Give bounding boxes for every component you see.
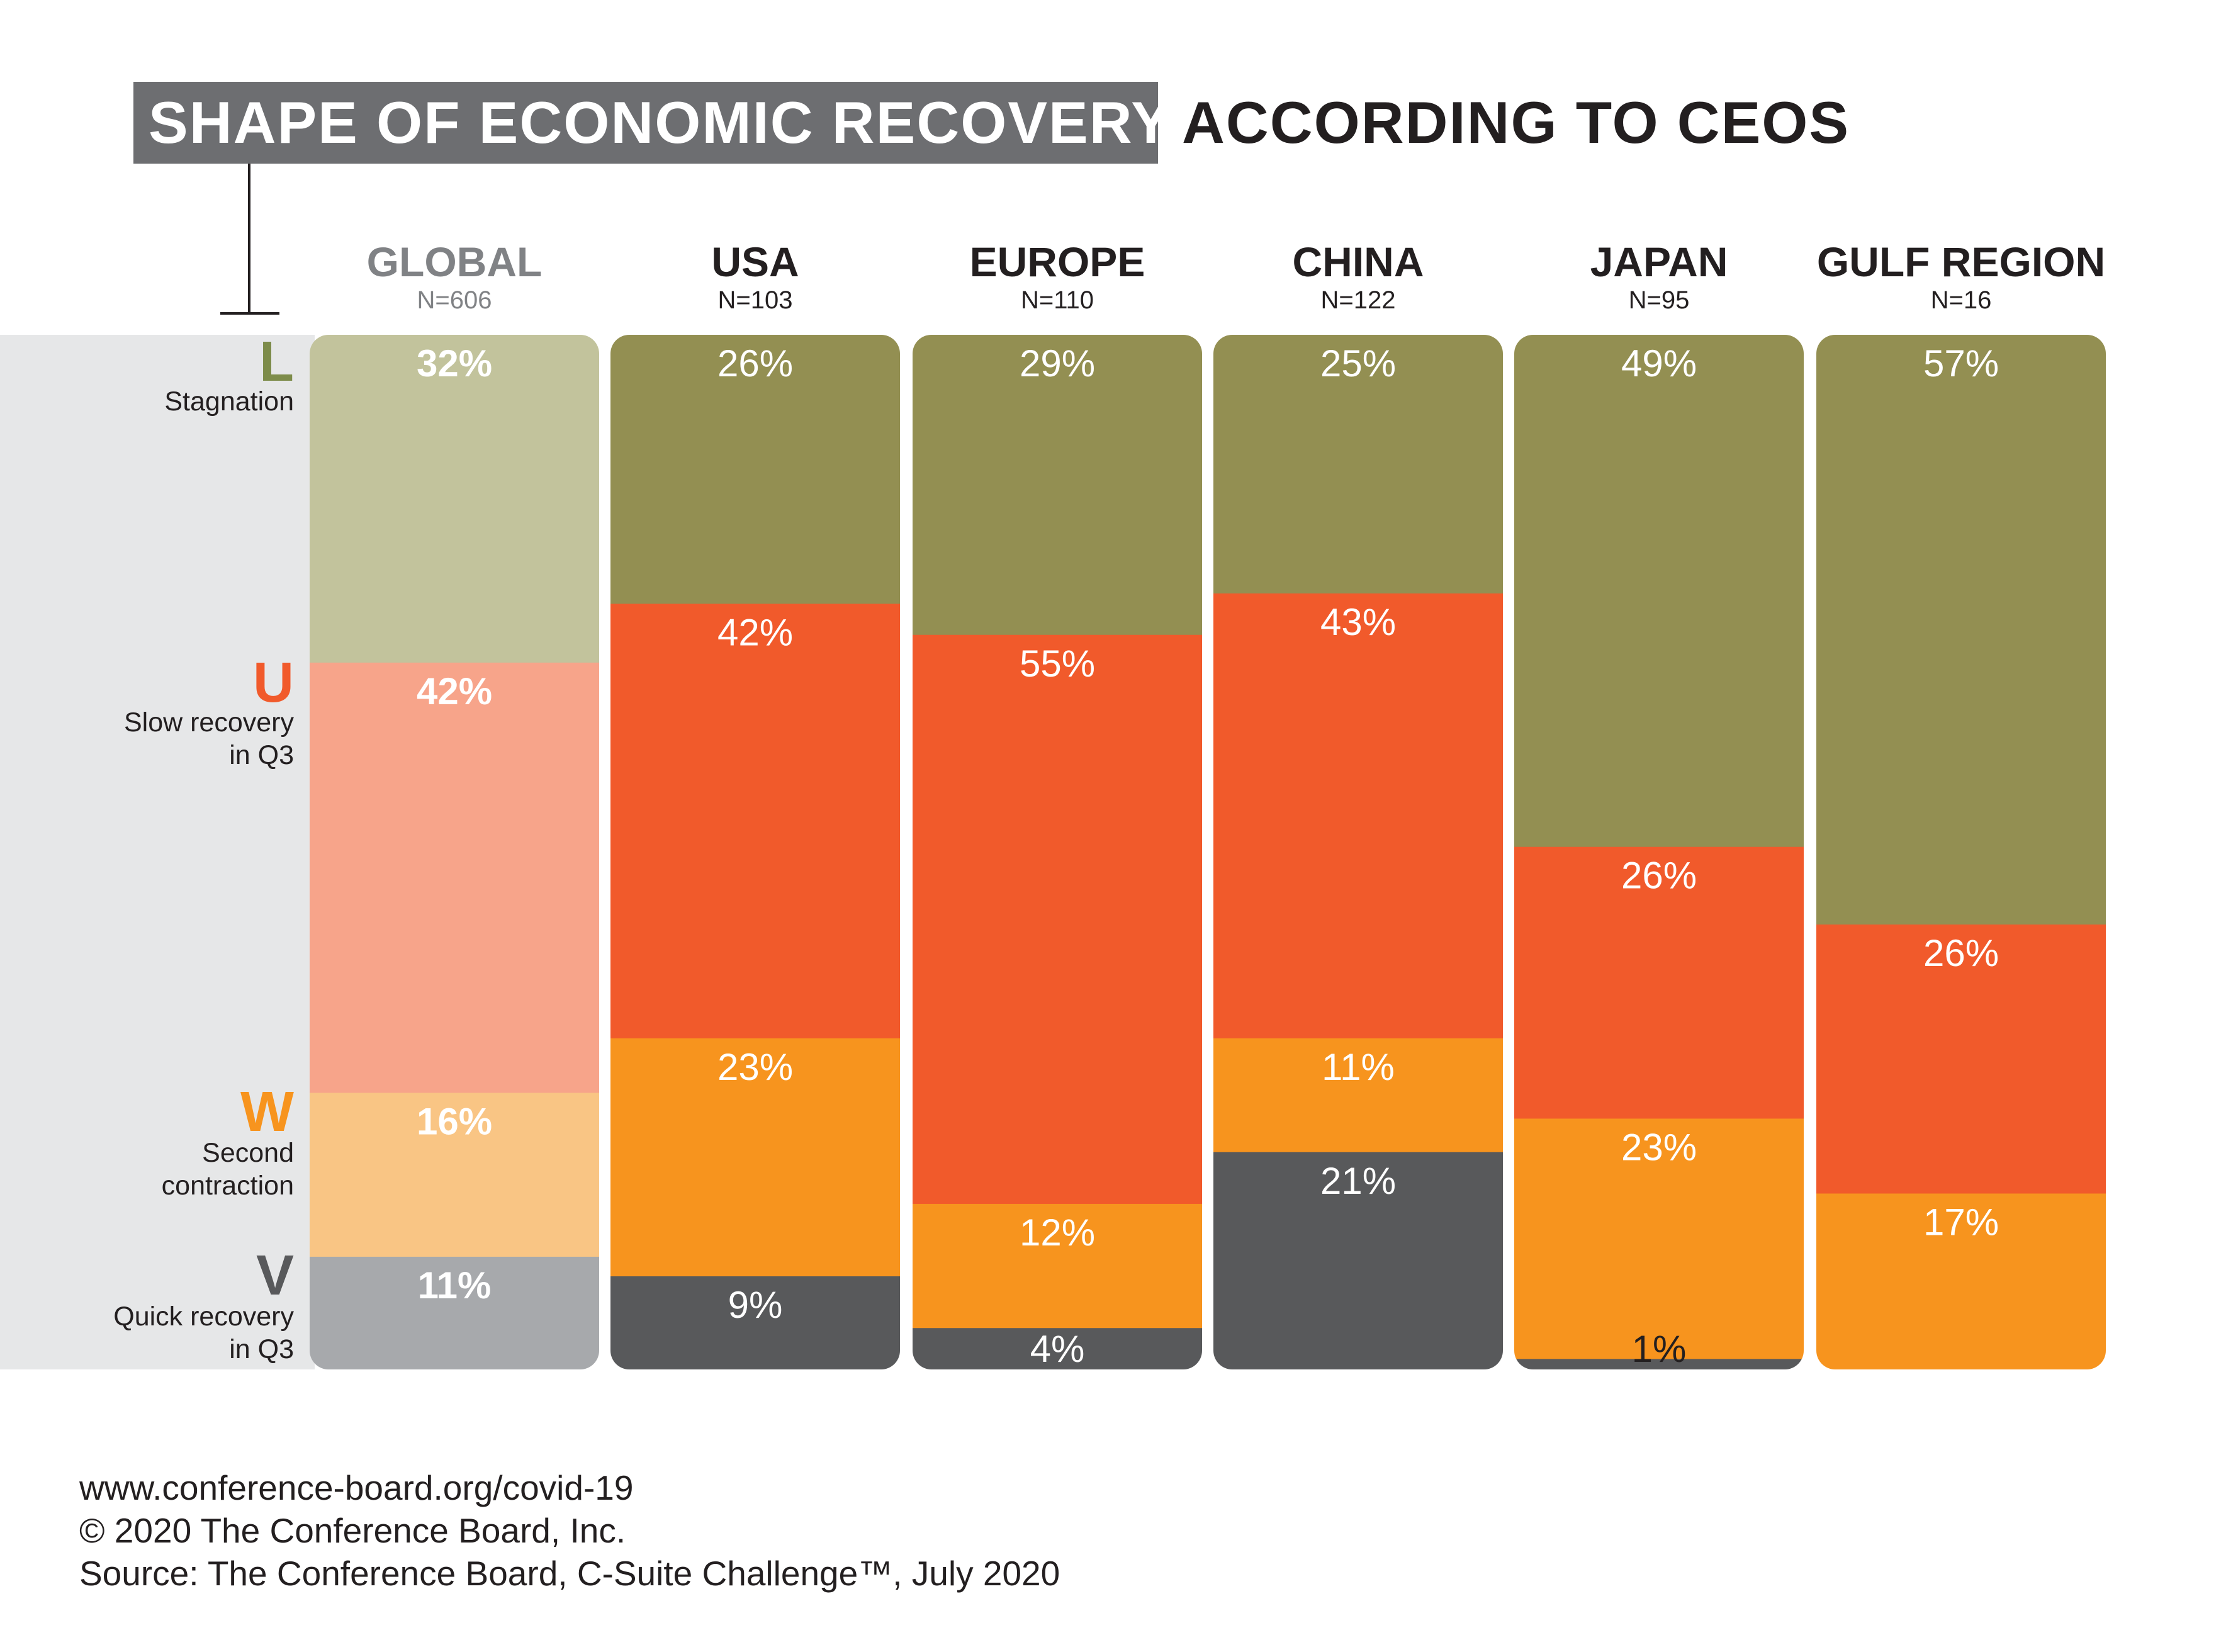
bar-segment-w — [913, 1203, 1202, 1329]
shape-desc-l: Stagnation — [164, 386, 294, 417]
data-label: 55% — [1020, 643, 1095, 685]
title-box — [133, 82, 1158, 164]
bar-segment-u — [610, 604, 900, 1039]
bar-segment-u — [1514, 846, 1804, 1119]
bar-segment-u — [310, 662, 599, 1094]
data-label: 26% — [1621, 855, 1697, 897]
bar-segment-w — [1816, 1193, 2106, 1369]
bar-segment-l — [913, 335, 1202, 636]
bar-column-usa: 26% 42% 23% 9% — [610, 335, 900, 1369]
footer: www.conference-board.org/covid-19 © 2020… — [79, 1466, 1060, 1595]
bar-column-china: 25% 43% 11% 21% — [1213, 335, 1503, 1369]
data-label: 23% — [717, 1046, 793, 1088]
bar-column-japan: 49% 26% 23% 1% — [1514, 335, 1804, 1370]
column-sample-size: N=110 — [1020, 286, 1094, 314]
footer-copyright: © 2020 The Conference Board, Inc. — [79, 1511, 626, 1550]
bar-segment-v — [1514, 1359, 1804, 1369]
data-label: 23% — [1621, 1126, 1697, 1168]
shape-letter-u: U — [253, 651, 294, 714]
bar-segment-w — [1514, 1118, 1804, 1359]
data-label: 21% — [1320, 1160, 1396, 1202]
shape-legend-panel — [0, 335, 315, 1369]
bar-segment-l — [610, 335, 900, 604]
data-label: 4% — [1030, 1328, 1085, 1370]
bar-segment-l — [1213, 335, 1503, 594]
data-label: 57% — [1923, 342, 1999, 385]
bar-segment-l — [1816, 335, 2106, 925]
data-label: 43% — [1320, 601, 1396, 643]
title-connector-foot — [220, 312, 279, 315]
data-label: 1% — [1632, 1328, 1687, 1370]
data-label: 9% — [728, 1284, 783, 1326]
data-label: 17% — [1923, 1201, 1999, 1244]
bar-column-gulf-region: 57% 26% 17% — [1816, 335, 2106, 1369]
bar-segment-w — [310, 1093, 599, 1257]
column-sample-size: N=95 — [1628, 286, 1690, 314]
bar-segment-v — [913, 1328, 1202, 1369]
column-name: EUROPE — [969, 239, 1145, 285]
column-sample-size: N=103 — [717, 286, 793, 314]
data-label: 11% — [418, 1264, 492, 1306]
column-header-china: CHINA N=122 — [1213, 238, 1503, 315]
footer-source: Source: The Conference Board, C-Suite Ch… — [79, 1554, 1060, 1593]
shape-letter-l: L — [259, 330, 294, 393]
column-header-usa: USA N=103 — [610, 238, 900, 315]
data-label: 26% — [717, 342, 793, 385]
data-label: 12% — [1020, 1211, 1095, 1254]
shape-letter-w: W — [240, 1081, 294, 1143]
data-label: 16% — [417, 1101, 492, 1143]
column-sample-size: N=606 — [417, 286, 492, 314]
data-label: 49% — [1621, 342, 1697, 385]
column-name: GULF REGION — [1816, 239, 2106, 285]
bar-segment-v — [610, 1276, 900, 1369]
column-header-global: GLOBAL N=606 — [310, 238, 599, 315]
bar-segment-v — [310, 1256, 599, 1369]
shape-letter-v: V — [256, 1244, 294, 1307]
bar-segment-l — [1514, 335, 1804, 848]
shape-desc-w: Second contraction — [161, 1138, 294, 1201]
bar-segment-u — [913, 634, 1202, 1205]
title-connector-line — [248, 164, 250, 315]
shape-desc-v: Quick recovery in Q3 — [113, 1301, 294, 1364]
column-header-europe: EUROPE N=110 — [913, 238, 1202, 315]
data-label: 42% — [417, 670, 492, 712]
bar-segment-v — [1213, 1152, 1503, 1369]
column-header-japan: JAPAN N=95 — [1514, 238, 1804, 315]
bar-segment-u — [1816, 924, 2106, 1194]
bar-column-global: 32% 42% 16% 11% — [310, 335, 599, 1369]
column-sample-size: N=16 — [1930, 286, 1992, 314]
column-sample-size: N=122 — [1320, 286, 1396, 314]
data-label: 29% — [1020, 342, 1095, 385]
data-label: 42% — [717, 611, 793, 653]
bar-segment-u — [1213, 593, 1503, 1039]
column-name: CHINA — [1292, 239, 1424, 285]
bar-column-europe: 29% 55% 12% 4% — [913, 335, 1202, 1370]
footer-url[interactable]: www.conference-board.org/covid-19 — [79, 1468, 634, 1507]
bar-segment-l — [310, 335, 599, 663]
bar-segment-w — [610, 1038, 900, 1277]
chart-title: SHAPE OF ECONOMIC RECOVERY — [149, 89, 1172, 155]
chart-subtitle: ACCORDING TO CEOS — [1182, 89, 1850, 155]
data-label: 26% — [1923, 932, 1999, 974]
column-name: GLOBAL — [366, 239, 543, 285]
column-name: USA — [711, 239, 799, 285]
shape-desc-u: Slow recovery in Q3 — [123, 707, 294, 770]
data-label: 25% — [1320, 342, 1396, 385]
column-name: JAPAN — [1590, 239, 1728, 285]
bar-segment-w — [1213, 1038, 1503, 1153]
data-label: 32% — [417, 342, 492, 385]
data-label: 11% — [1322, 1046, 1395, 1088]
column-header-gulf-region: GULF REGION N=16 — [1816, 238, 2106, 315]
